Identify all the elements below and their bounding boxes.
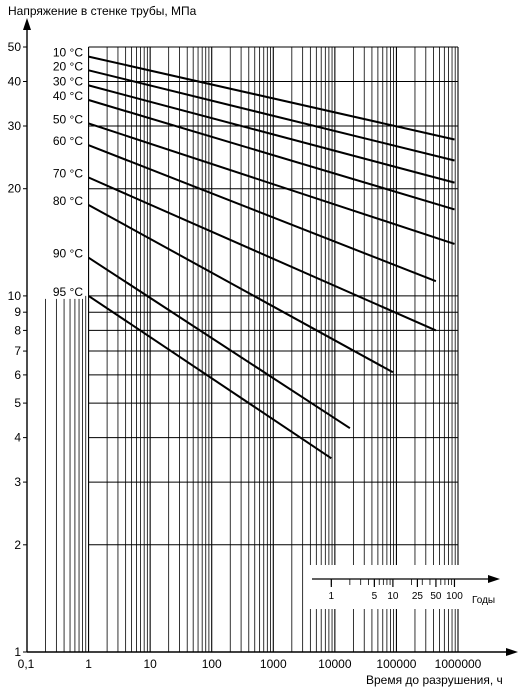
x-axis-title: Время до разрушения, ч bbox=[366, 673, 503, 687]
series-label-bg bbox=[44, 45, 84, 60]
series-label: 30 °C bbox=[53, 74, 83, 88]
x-tick-label: 0,1 bbox=[18, 657, 35, 671]
series-label: 50 °C bbox=[53, 112, 83, 126]
x-tick-label: 10000 bbox=[318, 657, 352, 671]
series-label-bg bbox=[44, 284, 84, 299]
label-layer: 10 °C20 °C30 °C40 °C 50 °C 60 °C 70 °C 80 °C… bbox=[44, 45, 84, 299]
y-axis-title: Напряжение в стенке трубы, МПа bbox=[8, 4, 197, 18]
y-axis-arrow bbox=[23, 18, 31, 30]
series-label-bg bbox=[44, 88, 84, 103]
series-line bbox=[88, 144, 437, 283]
y-tick-label: 50 bbox=[8, 40, 22, 54]
x-axis-arrow bbox=[506, 648, 518, 656]
series-line bbox=[88, 256, 351, 430]
series-label-bg bbox=[44, 193, 84, 208]
series-line bbox=[88, 55, 455, 141]
y-tick-label: 3 bbox=[14, 475, 21, 489]
years-tick-label: 5 bbox=[372, 591, 378, 602]
series-line bbox=[88, 122, 455, 245]
x-tick-label: 1000 bbox=[260, 657, 287, 671]
series-label: 70 °C bbox=[53, 167, 83, 181]
years-tick-label: 25 bbox=[412, 591, 424, 602]
series-line bbox=[88, 99, 455, 211]
series-layer bbox=[88, 55, 455, 460]
series-line bbox=[88, 295, 332, 460]
y-tick-label: 20 bbox=[8, 182, 22, 196]
years-tick-label: 1 bbox=[329, 591, 335, 602]
series-label: 60 °C bbox=[53, 134, 83, 148]
y-tick-label: 1 bbox=[14, 645, 21, 659]
series-line bbox=[88, 176, 437, 332]
series-label-bg bbox=[44, 112, 84, 127]
y-tick-label: 10 bbox=[8, 289, 22, 303]
series-label: 40 °C bbox=[53, 89, 83, 103]
years-axis-box bbox=[306, 565, 502, 609]
y-tick-label: 8 bbox=[14, 323, 21, 337]
series-line bbox=[88, 69, 455, 162]
y-tick-label: 5 bbox=[14, 396, 21, 410]
x-tick-label: 1000000 bbox=[435, 657, 482, 671]
x-tick-label: 100000 bbox=[376, 657, 416, 671]
y-tick-label: 2 bbox=[14, 538, 21, 552]
series-label-bg bbox=[44, 246, 84, 261]
y-tick-label: 4 bbox=[14, 431, 21, 445]
grid-layer bbox=[45, 46, 459, 653]
series-label: 80 °C bbox=[53, 194, 83, 208]
series-label-bg bbox=[44, 166, 84, 181]
series-label-bg bbox=[44, 134, 84, 149]
x-tick-label: 10 bbox=[143, 657, 157, 671]
y-tick-label: 7 bbox=[14, 344, 21, 358]
years-axis-arrow bbox=[488, 575, 500, 583]
years-tick-label: 10 bbox=[387, 591, 399, 602]
years-axis: 1 5 10 25 50 100 Годы bbox=[306, 565, 502, 609]
series-label-bg bbox=[44, 74, 84, 89]
series-line bbox=[88, 84, 455, 184]
series-label: 10 °C bbox=[53, 46, 83, 60]
series-label: 90 °C bbox=[53, 247, 83, 261]
y-tick-label: 30 bbox=[8, 119, 22, 133]
y-tick-label: 40 bbox=[8, 75, 22, 89]
x-tick-label: 100 bbox=[202, 657, 222, 671]
y-tick-label: 9 bbox=[14, 305, 21, 319]
x-tick-label: 1 bbox=[85, 657, 92, 671]
series-label: 95 °C bbox=[53, 285, 83, 299]
series-label: 20 °C bbox=[53, 59, 83, 73]
years-tick-label: 50 bbox=[430, 591, 442, 602]
series-label-bg bbox=[44, 59, 84, 74]
y-tick-label: 6 bbox=[14, 368, 21, 382]
series-line bbox=[88, 204, 394, 374]
years-tick-label: 100 bbox=[446, 591, 463, 602]
years-axis-label: Годы bbox=[472, 595, 495, 606]
